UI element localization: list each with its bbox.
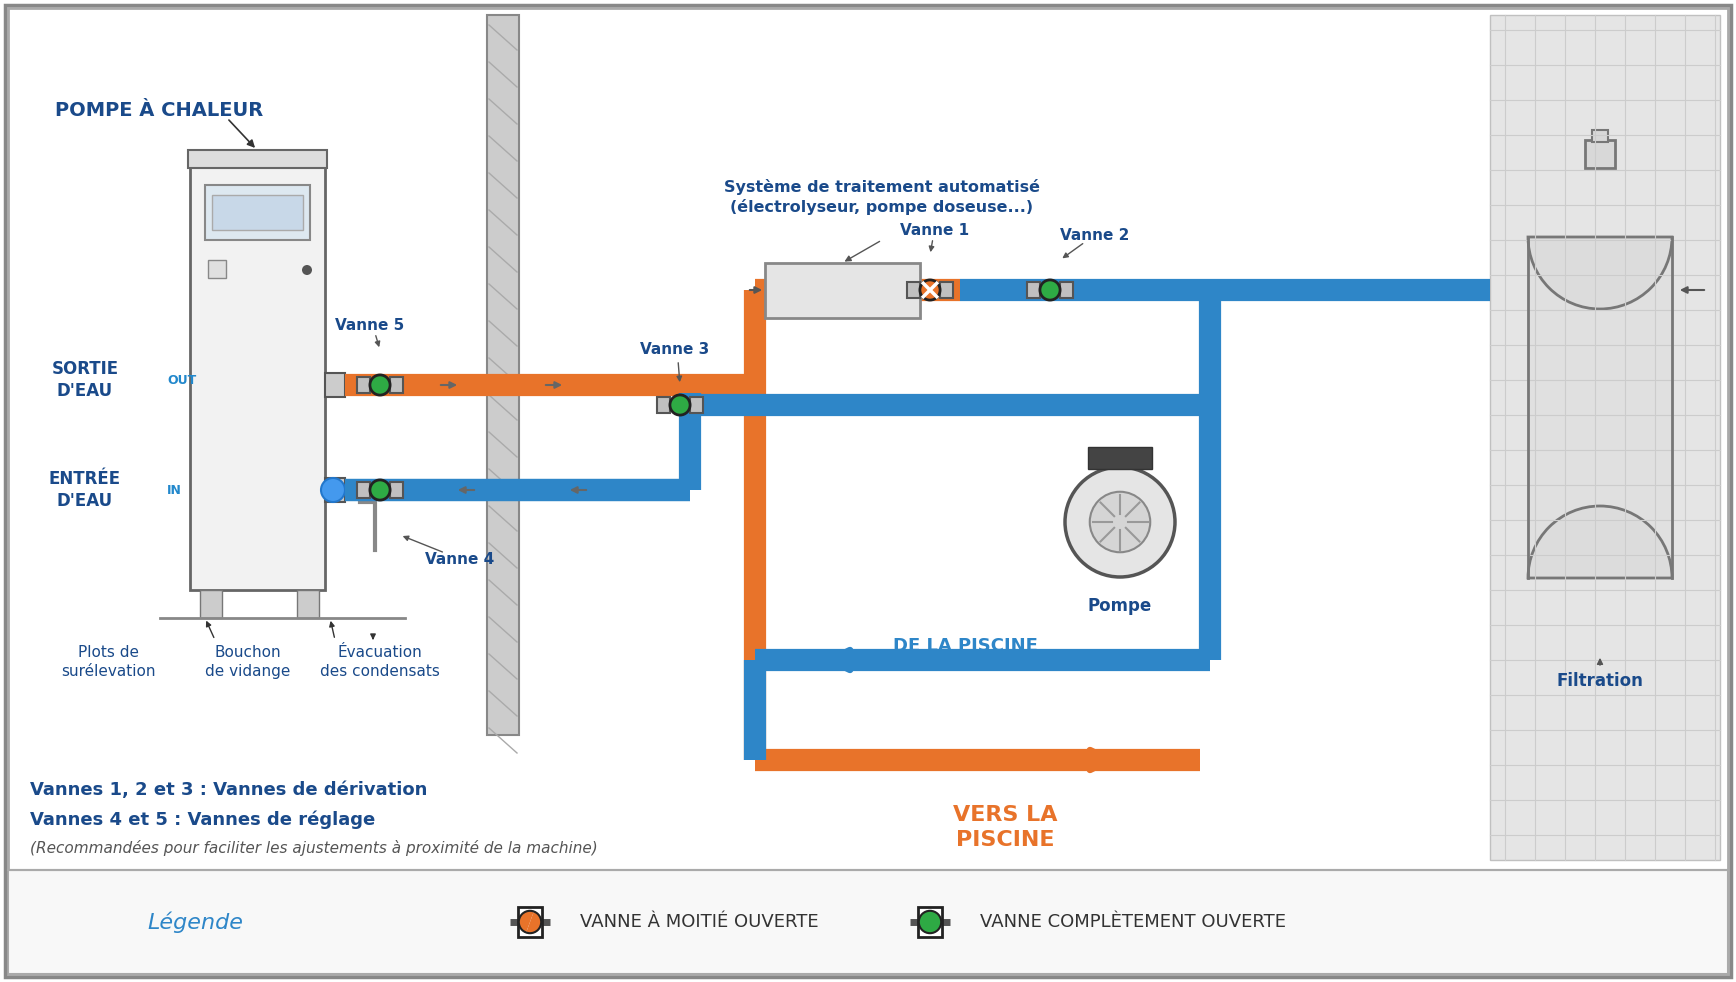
Text: Vanne 5: Vanne 5 [335, 317, 404, 333]
Bar [519, 906, 542, 938]
Bar [389, 481, 403, 499]
Bar [358, 377, 370, 394]
Text: VANNE COMPLÈTEMENT OUVERTE: VANNE COMPLÈTEMENT OUVERTE [981, 913, 1286, 931]
Circle shape [1090, 492, 1151, 552]
Bar [1489, 15, 1720, 860]
Bar [189, 150, 325, 590]
Bar [1585, 140, 1614, 168]
Text: Légende: Légende [148, 911, 243, 933]
Bar [325, 373, 345, 397]
Text: Plots de
surélevation: Plots de surélevation [61, 645, 155, 679]
Bar [658, 397, 670, 413]
Circle shape [920, 280, 941, 300]
Wedge shape [526, 911, 542, 933]
Text: DE LA PISCINE: DE LA PISCINE [892, 637, 1038, 655]
Bar [325, 478, 345, 502]
Circle shape [370, 375, 391, 395]
Bar [1088, 447, 1153, 469]
Bar [208, 260, 226, 278]
Text: ENTRÉE
D'EAU: ENTRÉE D'EAU [49, 470, 122, 510]
Text: POMPE À CHALEUR: POMPE À CHALEUR [56, 100, 264, 120]
Text: Évacuation
des condensats: Évacuation des condensats [319, 645, 439, 679]
Bar [200, 590, 222, 618]
Circle shape [670, 395, 691, 415]
Text: SORTIE
D'EAU: SORTIE D'EAU [52, 359, 118, 400]
Text: Pompe: Pompe [1088, 597, 1153, 615]
Text: VERS LA
PISCINE: VERS LA PISCINE [953, 805, 1057, 849]
Text: OUT: OUT [167, 373, 196, 387]
Circle shape [370, 480, 391, 500]
Wedge shape [1528, 506, 1672, 578]
Circle shape [1040, 280, 1061, 300]
Bar [358, 481, 370, 499]
Bar [918, 906, 941, 938]
Text: Bouchon
de vidange: Bouchon de vidange [205, 645, 290, 679]
Text: IN: IN [167, 483, 182, 497]
Text: Vannes 1, 2 et 3 : Vannes de dérivation: Vannes 1, 2 et 3 : Vannes de dérivation [30, 781, 427, 799]
Bar [939, 282, 953, 299]
Bar [1592, 130, 1608, 142]
Text: VANNE À MOITIÉ OUVERTE: VANNE À MOITIÉ OUVERTE [580, 913, 819, 931]
Text: (Recommandées pour faciliter les ajustements à proximité de la machine): (Recommandées pour faciliter les ajustem… [30, 840, 597, 856]
Bar [389, 377, 403, 394]
Bar [1528, 237, 1672, 578]
Bar [689, 397, 703, 413]
Bar [1059, 282, 1073, 299]
Bar [1028, 282, 1040, 299]
Text: Vanne 1: Vanne 1 [901, 223, 970, 238]
Circle shape [1064, 467, 1175, 577]
Bar [9, 870, 1727, 974]
Wedge shape [1528, 237, 1672, 309]
Bar [212, 195, 304, 230]
Circle shape [918, 910, 941, 933]
Text: Système de traitement automatisé
(électrolyseur, pompe doseuse...): Système de traitement automatisé (électr… [724, 179, 1040, 215]
Bar [908, 282, 920, 299]
Circle shape [321, 478, 345, 502]
Bar [488, 15, 519, 735]
Bar [297, 590, 319, 618]
Circle shape [302, 265, 312, 275]
Bar [187, 150, 326, 168]
Wedge shape [519, 910, 535, 933]
Bar [205, 185, 311, 240]
Text: Filtration: Filtration [1557, 672, 1644, 690]
Text: Vannes 4 et 5 : Vannes de réglage: Vannes 4 et 5 : Vannes de réglage [30, 811, 375, 829]
Bar [766, 263, 920, 318]
Text: Vanne 4: Vanne 4 [425, 553, 495, 568]
Text: Vanne 3: Vanne 3 [641, 343, 710, 357]
Text: Vanne 2: Vanne 2 [1061, 228, 1130, 243]
